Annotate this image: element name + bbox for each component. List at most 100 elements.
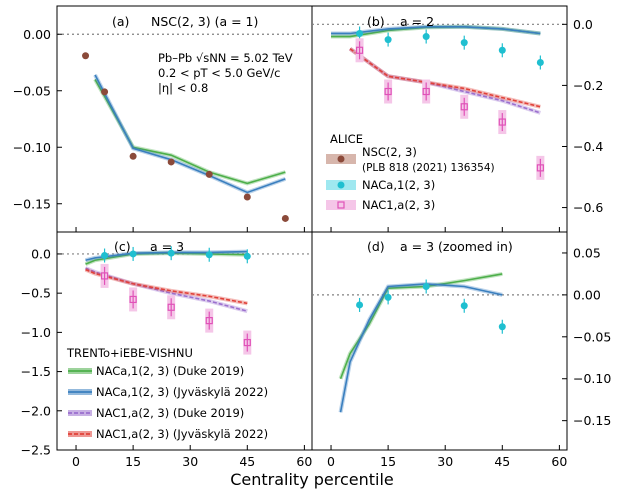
panel-a-frame (56, 5, 313, 233)
pt-annotation: 0.2 < pT < 5.0 GeV/c (158, 66, 281, 80)
panel-b-alice-nac-a1-point (498, 46, 506, 54)
panel-d-label: (d) (367, 239, 385, 254)
panel-a-label: (a) (112, 14, 129, 29)
panel-a-ytick-label: 0.00 (23, 27, 51, 42)
alice-nac-1a-legend-marker (326, 200, 356, 210)
jyv-1a-legend-label: NAC1,a(2, 3) (Jyväskylä 2022) (96, 427, 268, 441)
panel-c-alice-nac-a1-point (243, 252, 251, 260)
panel-c-ytick-label: −0.5 (21, 286, 51, 301)
panel-c-series-line (85, 250, 248, 262)
panel-b-ytick-label: 0.0 (573, 17, 593, 32)
panel-b-series-line (331, 25, 541, 35)
panel-d-alice-nac-a1-point (498, 323, 506, 331)
panel-d-xtick-label: 15 (380, 454, 396, 469)
panel-d-frame (311, 231, 568, 451)
panel-b-ytick-label: −0.2 (573, 78, 603, 93)
alice-nac-a1-legend-label: NACa,1(2, 3) (362, 178, 435, 192)
panel-a-ytick-label: −0.10 (13, 140, 51, 155)
panel-c-alice-nac-1a-point (205, 317, 213, 325)
panel-d-ytick-label: 0.05 (573, 245, 601, 260)
panel-a-ytick-label: −0.15 (13, 196, 51, 211)
panel-d-series-band (338, 281, 503, 413)
panel-b-alice-nac-1a-point (355, 46, 364, 54)
panel-c-ytick-label: −2.5 (21, 443, 51, 458)
panel-c-title: a = 3 (150, 239, 184, 254)
panel-a-alice-nsc-point (82, 52, 90, 60)
panel-c-alice-nac-1a-point (129, 295, 137, 304)
panel-d-alice-nac-a1-point (460, 302, 468, 310)
panel-d-title: a = 3 (zoomed in) (400, 239, 513, 254)
panel-d-alice-nac-a1-point (384, 293, 392, 301)
panel-c-alice-nac-1a-point (100, 272, 109, 280)
panel-c-alice-nac-a1-point (205, 251, 213, 259)
panel-a-alice-nsc-point (243, 193, 251, 201)
panel-c-ytick-label: −1.0 (21, 325, 51, 340)
model-legend-title: TRENTo+iEBE-VISHNU (66, 346, 193, 360)
panel-b-alice-nac-1a-point (422, 87, 430, 96)
panel-a-alice-nsc-point (101, 88, 109, 96)
panel-c-series-line (85, 268, 248, 305)
panel-d-ytick-label: 0.00 (573, 287, 601, 302)
panel-a-alice-nsc-point (205, 170, 213, 178)
panel-b-title: a = 2 (400, 14, 434, 29)
panel-b-ytick-label: −0.6 (573, 200, 603, 215)
panel-a-alice-nsc-point (167, 158, 175, 166)
panel-a-title: NSC(2, 3) (a = 1) (151, 14, 258, 29)
panel-c-xtick-label: 30 (182, 454, 198, 469)
alice-legend-title: ALICE (330, 132, 363, 146)
panel-c-alice-nac-1a-point (167, 303, 175, 311)
jyv-a1-legend-label: NACa,1(2, 3) (Jyväskylä 2022) (96, 385, 268, 399)
panel-a-series-line (94, 74, 286, 194)
alice-nsc-legend-marker (326, 154, 356, 164)
duke-1a-legend-marker (68, 410, 92, 416)
x-axis-label: Centrality percentile (230, 470, 394, 489)
panel-c-ytick-label: −1.5 (21, 364, 51, 379)
panel-c-alice-nac-1a-point (243, 338, 251, 347)
panel-b-series-band (348, 47, 541, 115)
panel-c-ytick-label: 0.0 (31, 246, 51, 261)
panel-d-series-line (339, 283, 503, 413)
alice-nsc-legend-ref: (PLB 818 (2021) 136354) (362, 162, 495, 174)
panel-d-xtick-label: 60 (551, 454, 567, 469)
panel-d-xtick-label: 0 (327, 454, 335, 469)
duke-a1-legend-marker (68, 368, 92, 374)
panel-c-series-line (85, 267, 248, 312)
panel-c-label: (c) (114, 239, 131, 254)
panel-c-alice-nac-a1-point (167, 249, 175, 257)
panel-d-xtick-label: 30 (437, 454, 453, 469)
panel-d-ytick-label: −0.15 (573, 413, 611, 428)
panel-d-ytick-label: −0.05 (573, 329, 611, 344)
jyv-1a-legend-marker (68, 431, 92, 437)
panel-a-alice-nsc-point (129, 152, 137, 160)
panel-b-alice-nac-a1-point (460, 39, 468, 47)
panel-b-series-band (348, 47, 541, 109)
panel-b-alice-nac-1a-point (460, 103, 468, 111)
duke-1a-legend-label: NAC1,a(2, 3) (Duke 2019) (96, 406, 244, 420)
panel-d-series-line (339, 273, 503, 380)
panel-d-ytick-label: −0.10 (573, 371, 611, 386)
panel-b-alice-nac-a1-point (356, 29, 364, 37)
panel-c-xtick-label: 45 (239, 454, 255, 469)
panel-b-alice-nac-a1-point (422, 33, 430, 41)
eta-annotation: |η| < 0.8 (158, 81, 208, 95)
panel-a-ytick-label: −0.05 (13, 83, 51, 98)
panel-b-frame (311, 5, 568, 233)
panel-d-xtick-label: 45 (494, 454, 510, 469)
panel-b-ytick-label: −0.4 (573, 139, 603, 154)
panel-b-alice-nac-1a-point (536, 164, 544, 172)
panel-b-label: (b) (367, 14, 385, 29)
panel-d-alice-nac-a1-point (422, 283, 430, 290)
alice-nac-1a-legend-label: NAC1,a(2, 3) (362, 198, 435, 212)
panel-d-alice-nac-a1-point (356, 301, 364, 309)
panel-c-ytick-label: −2.0 (21, 403, 51, 418)
panel-c-alice-nac-a1-point (101, 252, 109, 260)
panel-b-alice-nac-a1-point (384, 36, 392, 44)
panel-b-alice-nac-1a-point (498, 118, 506, 126)
jyv-a1-legend-marker (68, 389, 92, 395)
panel-b-alice-nac-a1-point (536, 59, 544, 66)
panel-c-xtick-label: 0 (72, 454, 80, 469)
system-annotation: Pb–Pb √sNN = 5.02 TeV (158, 51, 293, 65)
alice-nac-a1-legend-marker (326, 180, 356, 190)
panel-c-xtick-label: 60 (296, 454, 312, 469)
duke-a1-legend-label: NACa,1(2, 3) (Duke 2019) (96, 364, 244, 378)
